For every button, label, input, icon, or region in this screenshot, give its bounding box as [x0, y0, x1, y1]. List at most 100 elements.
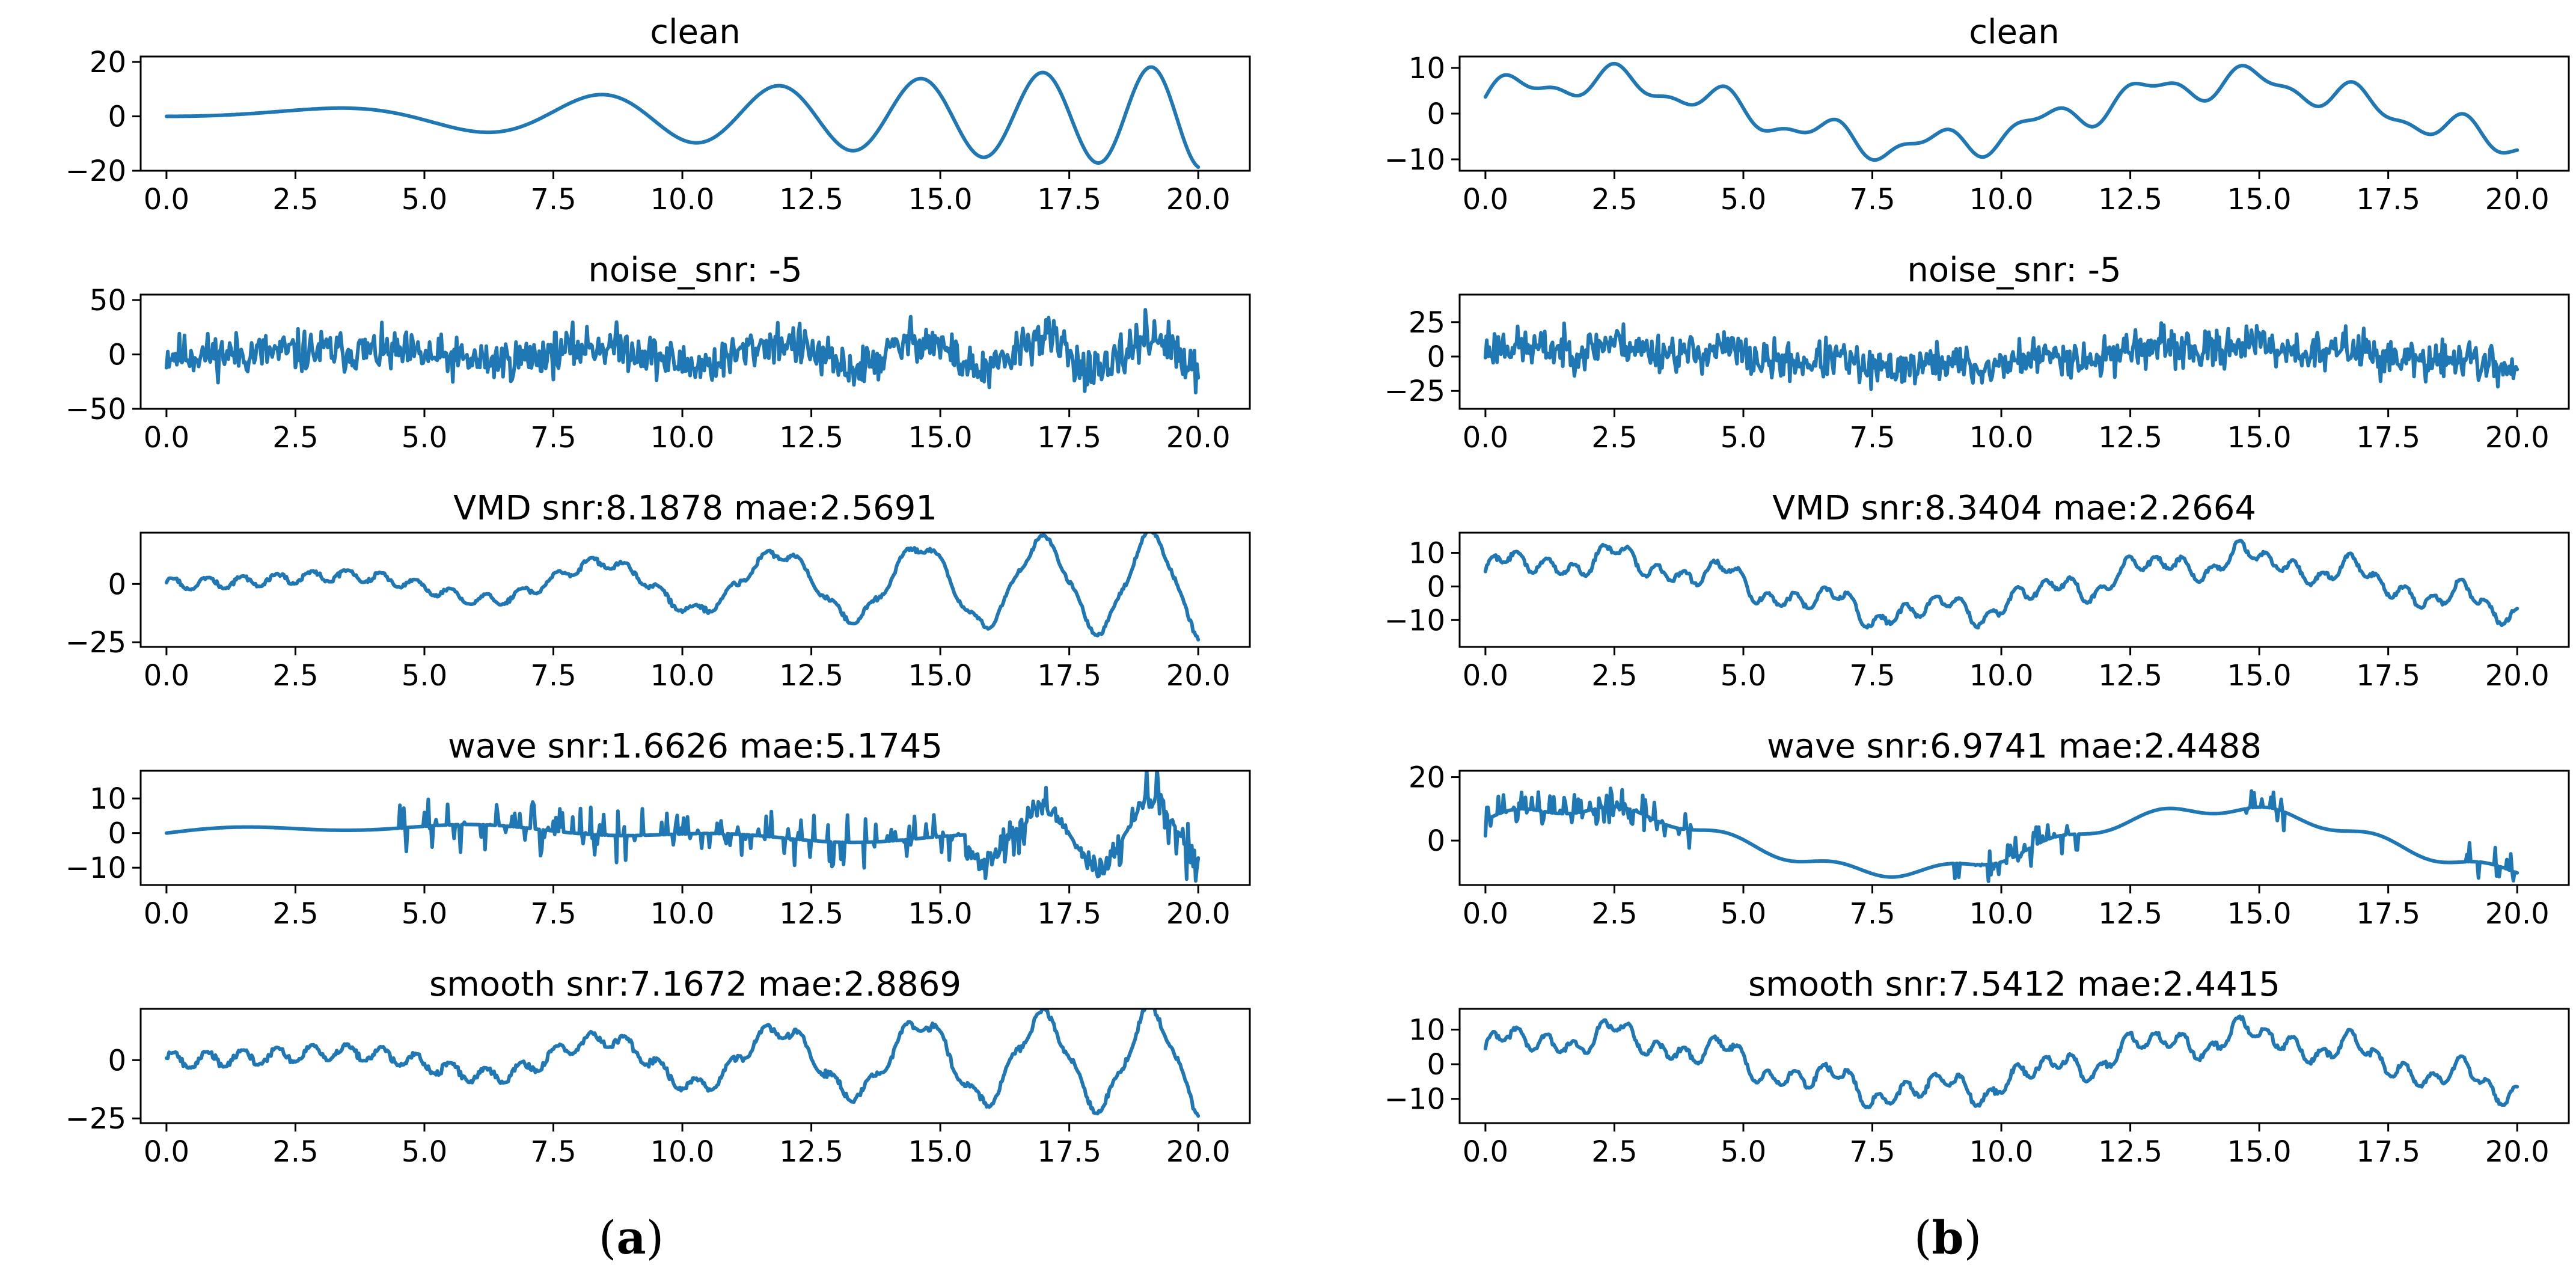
y-tick-label: 0 — [108, 338, 126, 372]
caption-b-letter: b — [1932, 1211, 1963, 1264]
subplot-title: VMD snr:8.3404 mae:2.2664 — [1772, 489, 2256, 528]
x-tick-label: 5.0 — [1721, 421, 1766, 455]
x-tick-label: 7.5 — [530, 1135, 576, 1169]
x-tick-label: 7.5 — [530, 897, 576, 931]
subplot-a1: noise_snr: -5 0.0 2.5 5.0 7.5 10.0 12.5 15.0 17.… — [66, 251, 1251, 455]
series-line — [164, 533, 1201, 642]
subplot-title: VMD snr:8.1878 mae:2.5691 — [453, 489, 937, 528]
x-tick-label: 15.0 — [908, 421, 973, 455]
plot-frame — [1458, 1008, 2570, 1124]
series-line — [164, 771, 1201, 883]
y-tick-label: 0 — [1427, 570, 1445, 604]
x-tick-label: 20.0 — [2485, 1135, 2550, 1169]
x-tick-label: 10.0 — [650, 1135, 715, 1169]
y-tick-label: 0 — [1427, 824, 1445, 858]
x-tick-label: 7.5 — [1849, 659, 1895, 693]
x-tick-label: 12.5 — [779, 183, 843, 216]
x-tick-label: 12.5 — [779, 659, 843, 693]
x-tick-label: 2.5 — [1591, 659, 1637, 693]
y-tick-label: −25 — [1384, 375, 1445, 408]
x-tick-label: 0.0 — [144, 659, 189, 693]
x-tick-label: 12.5 — [2098, 897, 2162, 931]
x-tick-label: 20.0 — [2485, 421, 2550, 455]
plot-frame — [1458, 293, 2570, 410]
x-tick-label: 5.0 — [402, 183, 447, 216]
caption-b: (b) — [1914, 1211, 1981, 1264]
x-tick-label: 17.5 — [2356, 897, 2420, 931]
y-tick-label: 10 — [1409, 1014, 1445, 1047]
y-tick-label: 10 — [90, 782, 126, 816]
y-tick-label: 20 — [1409, 761, 1445, 795]
plot-frame — [139, 531, 1251, 648]
x-tick-label: 5.0 — [402, 421, 447, 455]
x-tick-label: 7.5 — [530, 659, 576, 693]
series-line — [164, 308, 1201, 395]
x-tick-label: 17.5 — [2356, 183, 2420, 216]
x-tick-label: 17.5 — [1037, 421, 1101, 455]
x-tick-label: 15.0 — [908, 1135, 973, 1169]
caption-a-letter: a — [616, 1211, 646, 1264]
x-tick-label: 17.5 — [1037, 897, 1101, 931]
y-tick-label: −25 — [66, 626, 126, 660]
x-tick-label: 15.0 — [908, 659, 973, 693]
y-tick-label: 25 — [1409, 306, 1445, 340]
y-tick-label: −10 — [1384, 1083, 1445, 1116]
x-tick-label: 5.0 — [402, 659, 447, 693]
y-tick-label: 0 — [108, 817, 126, 851]
y-tick-label: 0 — [108, 568, 126, 601]
x-tick-label: 20.0 — [2485, 659, 2550, 693]
x-tick-label: 15.0 — [908, 897, 973, 931]
x-tick-label: 5.0 — [1721, 897, 1766, 931]
x-tick-label: 10.0 — [1969, 421, 2034, 455]
x-tick-label: 2.5 — [1591, 421, 1637, 455]
subplot-title: noise_snr: -5 — [1907, 251, 2121, 290]
x-tick-label: 10.0 — [650, 897, 715, 931]
x-tick-label: 10.0 — [1969, 1135, 2034, 1169]
subplot-a2: VMD snr:8.1878 mae:2.5691 0.0 2.5 5.0 7.5 10.… — [66, 489, 1251, 693]
series-line — [1483, 539, 2519, 629]
subplot-b4: smooth snr:7.5412 mae:2.4415 0.0 2.5 5.0 7.5… — [1384, 965, 2570, 1169]
series-line — [164, 65, 1201, 169]
x-tick-label: 7.5 — [530, 421, 576, 455]
x-tick-label: 10.0 — [650, 421, 715, 455]
x-tick-label: 7.5 — [1849, 1135, 1895, 1169]
x-tick-label: 2.5 — [272, 897, 318, 931]
x-tick-label: 10.0 — [1969, 897, 2034, 931]
x-tick-label: 10.0 — [1969, 183, 2034, 216]
subplot-title: clean — [650, 13, 741, 52]
x-tick-label: 20.0 — [1166, 659, 1231, 693]
x-tick-label: 15.0 — [2227, 1135, 2292, 1169]
y-tick-label: 50 — [90, 284, 126, 317]
x-tick-label: 2.5 — [272, 659, 318, 693]
x-tick-label: 0.0 — [144, 1135, 189, 1169]
x-tick-label: 5.0 — [1721, 183, 1766, 216]
y-tick-label: 0 — [1427, 1048, 1445, 1082]
x-tick-label: 2.5 — [1591, 183, 1637, 216]
series-line — [1483, 1014, 2519, 1109]
series-line — [1483, 321, 2519, 391]
x-tick-label: 15.0 — [2227, 421, 2292, 455]
plot-frame — [139, 293, 1251, 410]
y-tick-label: 0 — [1427, 97, 1445, 131]
plot-frame — [139, 1008, 1251, 1124]
y-tick-label: 10 — [1409, 537, 1445, 571]
x-tick-label: 20.0 — [1166, 183, 1231, 216]
y-tick-label: 10 — [1409, 52, 1445, 85]
y-tick-label: −20 — [66, 155, 126, 188]
subplot-title: clean — [1969, 13, 2060, 52]
x-tick-label: 0.0 — [144, 421, 189, 455]
x-tick-label: 17.5 — [2356, 421, 2420, 455]
y-tick-label: −10 — [1384, 143, 1445, 177]
x-tick-label: 2.5 — [272, 1135, 318, 1169]
x-tick-label: 12.5 — [779, 421, 843, 455]
x-tick-label: 20.0 — [2485, 183, 2550, 216]
x-tick-label: 17.5 — [1037, 183, 1101, 216]
subplot-a0: clean 0.0 2.5 5.0 7.5 10.0 12.5 15.0 17.5 20.0 −20… — [66, 13, 1251, 216]
x-tick-label: 12.5 — [779, 897, 843, 931]
x-tick-label: 7.5 — [1849, 183, 1895, 216]
y-tick-label: 0 — [108, 1044, 126, 1077]
x-tick-label: 17.5 — [2356, 1135, 2420, 1169]
series-line — [1483, 786, 2519, 883]
subplot-grid: clean 0.0 2.5 5.0 7.5 10.0 12.5 15.0 17.5 20.0 −20… — [66, 13, 2570, 1169]
